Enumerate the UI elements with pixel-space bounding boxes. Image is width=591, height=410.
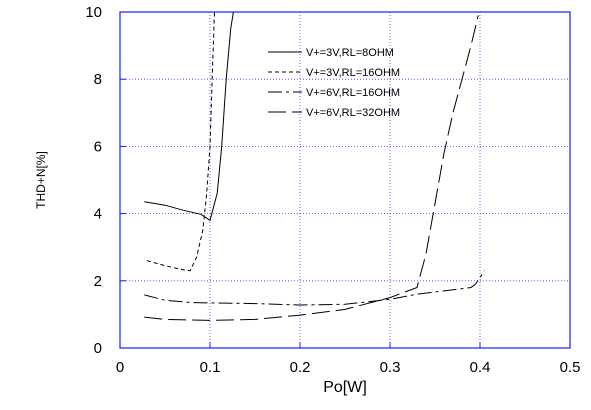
series-lines	[144, 11, 485, 321]
y-tick-label: 6	[94, 138, 102, 155]
x-tick-label: 0.4	[470, 359, 491, 376]
grid	[120, 12, 570, 348]
legend-label-2: V+=3V,RL=16OHM	[306, 67, 400, 79]
legend: V+=3V,RL=8OHM V+=3V,RL=16OHM V+=6V,RL=16OH…	[268, 47, 400, 119]
y-axis-title: THD+N[%]	[34, 151, 48, 209]
axis-ticks: 0 0.1 0.2 0.3 0.4 0.5 0 2 4 6 8 10	[85, 4, 580, 376]
legend-label-4: V+=6V,RL=32OHM	[306, 107, 400, 119]
series-line-3	[144, 270, 485, 306]
legend-label-1: V+=3V,RL=8OHM	[306, 47, 394, 59]
x-tick-label: 0.1	[200, 359, 221, 376]
series-line-2	[146, 11, 215, 272]
legend-label-3: V+=6V,RL=16OHM	[306, 87, 400, 99]
x-tick-label: 0.3	[380, 359, 401, 376]
series-line-4	[144, 15, 479, 321]
y-tick-label: 4	[94, 206, 102, 223]
x-tick-label: 0.2	[290, 359, 311, 376]
y-tick-label: 8	[94, 71, 102, 88]
y-tick-label: 0	[94, 340, 102, 357]
x-axis-title: Po[W]	[323, 379, 367, 396]
plot-area-frame	[119, 11, 571, 349]
y-tick-label: 10	[85, 4, 102, 21]
x-tick-label: 0.5	[560, 359, 581, 376]
series-line-1	[144, 11, 234, 222]
x-tick-label: 0	[116, 359, 124, 376]
y-tick-label: 2	[94, 273, 102, 290]
